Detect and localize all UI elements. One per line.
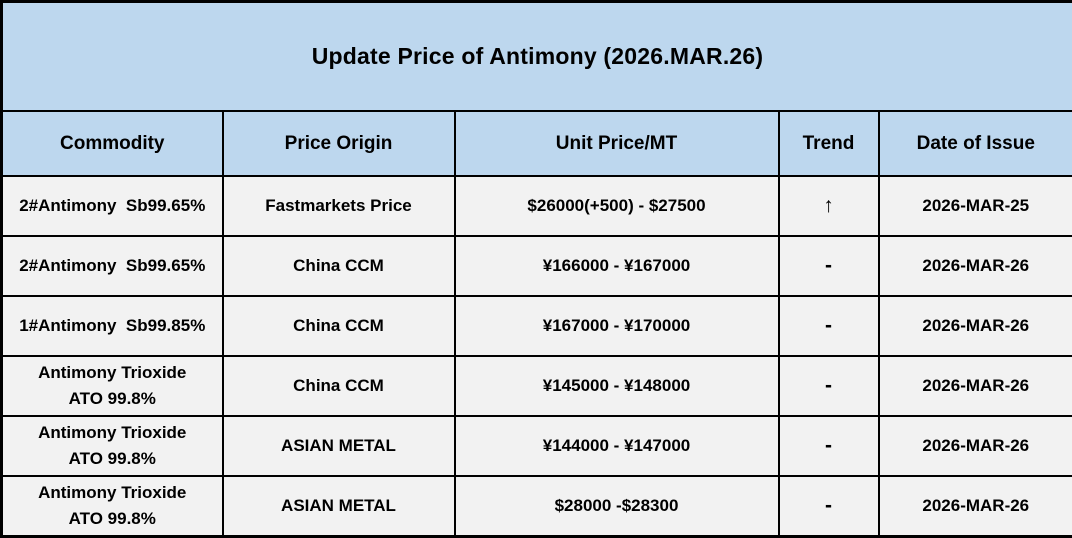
date-of-issue-cell: 2026-MAR-26 bbox=[877, 355, 1072, 417]
date-of-issue-cell: 2026-MAR-26 bbox=[877, 235, 1072, 297]
commodity-cell: 2#Antimony Sb99.65% bbox=[0, 175, 224, 237]
column-header-price-origin: Price Origin bbox=[221, 110, 456, 177]
price-origin-cell: China CCM bbox=[221, 295, 456, 357]
table-row: 2#Antimony Sb99.65% China CCM ¥166000 - … bbox=[0, 235, 1072, 297]
table-row: Antimony Trioxide ATO 99.8% China CCM ¥1… bbox=[0, 355, 1072, 417]
table-row: Antimony Trioxide ATO 99.8% ASIAN METAL … bbox=[0, 475, 1072, 538]
table-row: Antimony Trioxide ATO 99.8% ASIAN METAL … bbox=[0, 415, 1072, 477]
page-title: Update Price of Antimony (2026.MAR.26) bbox=[0, 0, 1072, 112]
date-of-issue-cell: 2026-MAR-26 bbox=[877, 415, 1072, 477]
trend-cell: - bbox=[777, 295, 880, 357]
date-of-issue-cell: 2026-MAR-26 bbox=[877, 295, 1072, 357]
unit-price-cell: ¥166000 - ¥167000 bbox=[453, 235, 780, 297]
price-origin-cell: ASIAN METAL bbox=[221, 475, 456, 538]
unit-price-cell: ¥144000 - ¥147000 bbox=[453, 415, 780, 477]
column-header-row: Commodity Price Origin Unit Price/MT Tre… bbox=[0, 110, 1072, 177]
trend-cell: - bbox=[777, 475, 880, 538]
date-of-issue-cell: 2026-MAR-26 bbox=[877, 475, 1072, 538]
column-header-trend: Trend bbox=[777, 110, 880, 177]
trend-cell: - bbox=[777, 235, 880, 297]
price-origin-cell: ASIAN METAL bbox=[221, 415, 456, 477]
commodity-cell: Antimony Trioxide ATO 99.8% bbox=[0, 475, 224, 538]
unit-price-cell: $28000 -$28300 bbox=[453, 475, 780, 538]
trend-cell: ↑ bbox=[777, 175, 880, 237]
table-row: 2#Antimony Sb99.65% Fastmarkets Price $2… bbox=[0, 175, 1072, 237]
unit-price-cell: ¥167000 - ¥170000 bbox=[453, 295, 780, 357]
column-header-date-of-issue: Date of Issue bbox=[877, 110, 1072, 177]
unit-price-cell: ¥145000 - ¥148000 bbox=[453, 355, 780, 417]
price-origin-cell: China CCM bbox=[221, 235, 456, 297]
table-row: 1#Antimony Sb99.85% China CCM ¥167000 - … bbox=[0, 295, 1072, 357]
table-head: Update Price of Antimony (2026.MAR.26) C… bbox=[0, 0, 1072, 177]
price-table-body: 2#Antimony Sb99.65% Fastmarkets Price $2… bbox=[0, 175, 1072, 538]
column-header-commodity: Commodity bbox=[0, 110, 224, 177]
commodity-cell: 1#Antimony Sb99.85% bbox=[0, 295, 224, 357]
date-of-issue-cell: 2026-MAR-25 bbox=[877, 175, 1072, 237]
price-origin-cell: Fastmarkets Price bbox=[221, 175, 456, 237]
column-header-unit-price: Unit Price/MT bbox=[453, 110, 780, 177]
trend-cell: - bbox=[777, 415, 880, 477]
title-row: Update Price of Antimony (2026.MAR.26) bbox=[0, 0, 1072, 112]
price-origin-cell: China CCM bbox=[221, 355, 456, 417]
commodity-cell: 2#Antimony Sb99.65% bbox=[0, 235, 224, 297]
commodity-cell: Antimony Trioxide ATO 99.8% bbox=[0, 355, 224, 417]
trend-cell: - bbox=[777, 355, 880, 417]
commodity-cell: Antimony Trioxide ATO 99.8% bbox=[0, 415, 224, 477]
unit-price-cell: $26000(+500) - $27500 bbox=[453, 175, 780, 237]
